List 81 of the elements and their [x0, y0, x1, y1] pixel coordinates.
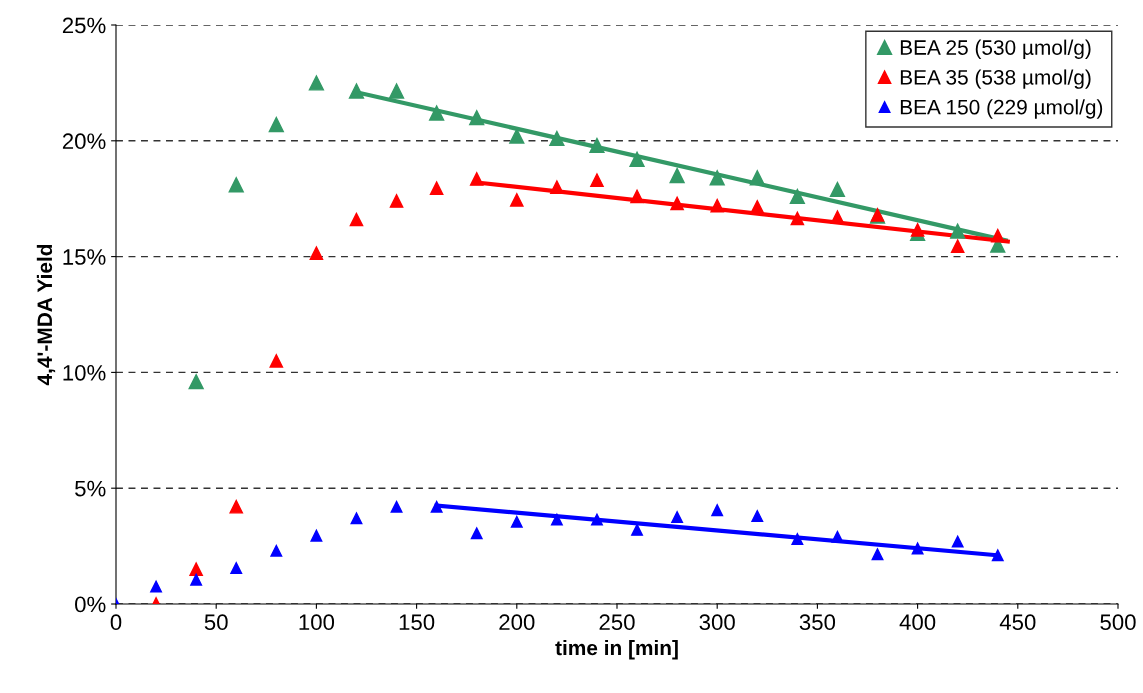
x-tick-label: 0	[110, 614, 122, 631]
legend-label: BEA 35 (538 µmol/g)	[900, 69, 1091, 89]
point	[871, 548, 884, 561]
point	[589, 137, 605, 154]
point	[630, 189, 644, 204]
point	[709, 170, 725, 186]
point	[910, 223, 925, 237]
point	[590, 173, 604, 187]
point	[629, 151, 645, 167]
point	[308, 75, 325, 91]
point	[951, 535, 964, 548]
point	[229, 499, 244, 514]
point	[228, 177, 244, 193]
point	[188, 374, 204, 390]
point	[671, 511, 684, 524]
point	[429, 181, 444, 196]
point	[550, 180, 564, 194]
y-tick-label: 10%	[63, 364, 106, 381]
point	[669, 167, 685, 184]
point	[390, 500, 403, 513]
point	[230, 562, 243, 575]
x-tick-label: 400	[899, 614, 936, 631]
y-tick-label: 0%	[75, 596, 106, 613]
y-tick-label: 15%	[63, 249, 106, 265]
point	[711, 504, 724, 517]
point	[750, 199, 765, 214]
point	[790, 211, 805, 226]
point	[911, 542, 924, 555]
x-tick-label: 50	[204, 614, 228, 631]
point	[430, 500, 443, 513]
x-tick-label: 150	[399, 614, 435, 631]
point	[590, 513, 603, 526]
point	[950, 223, 966, 239]
point	[470, 527, 483, 540]
point	[309, 246, 324, 260]
point	[150, 580, 163, 593]
point	[348, 83, 365, 99]
y-tick-label: 5%	[75, 480, 106, 497]
point	[991, 549, 1004, 562]
legend-label: BEA 25 (530 µmol/g)	[900, 39, 1091, 59]
point	[269, 354, 284, 368]
point	[789, 188, 805, 205]
point	[389, 194, 404, 208]
point	[950, 239, 965, 253]
point	[751, 510, 764, 522]
point	[749, 170, 765, 186]
x-tick-label: 200	[499, 614, 535, 631]
point	[469, 172, 484, 186]
point	[831, 530, 844, 543]
point	[550, 513, 563, 526]
point	[350, 512, 363, 525]
point	[509, 193, 524, 207]
legend-label: BEA 150 (229 µmol/g)	[900, 99, 1103, 119]
point	[189, 562, 203, 577]
y-tick-label: 20%	[62, 133, 106, 150]
point	[469, 110, 485, 126]
point	[270, 544, 283, 557]
point	[388, 83, 405, 99]
point	[509, 128, 525, 144]
point	[310, 529, 323, 542]
point	[510, 515, 523, 528]
x-tick-label: 300	[699, 614, 735, 631]
point	[990, 228, 1005, 243]
point	[268, 116, 284, 133]
x-axis-title: time in [min]	[555, 639, 678, 660]
x-tick-label: 500	[1100, 614, 1136, 631]
point	[429, 105, 445, 121]
x-tick-label: 100	[299, 614, 335, 631]
point	[549, 130, 565, 147]
point	[791, 533, 804, 546]
x-tick-label: 250	[599, 614, 635, 631]
point	[190, 573, 203, 586]
point	[829, 181, 846, 198]
x-tick-label: 450	[999, 614, 1036, 631]
point	[710, 198, 725, 213]
x-tick-label: 350	[799, 614, 836, 631]
point	[670, 196, 684, 211]
y-axis-title: 4,4'-MDA Yield	[36, 244, 56, 386]
point	[830, 210, 845, 225]
point	[349, 212, 364, 227]
y-tick-label: 25%	[62, 17, 106, 34]
